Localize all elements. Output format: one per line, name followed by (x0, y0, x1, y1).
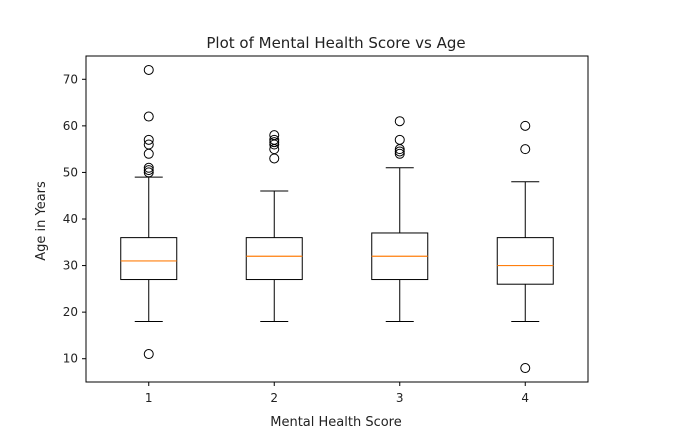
y-tick-label: 10 (63, 352, 78, 366)
outlier-point (394, 146, 405, 157)
iqr-box (245, 237, 303, 281)
outlier-point (143, 111, 154, 122)
plot-area: 10 20 30 40 50 60 70 1 2 3 4 (63, 55, 589, 405)
outlier-point (269, 130, 280, 141)
y-tick-label: 60 (63, 119, 78, 133)
iqr-box (120, 237, 178, 281)
y-tick-label: 50 (63, 165, 78, 179)
outlier-point (143, 139, 154, 150)
outlier-point (520, 120, 531, 131)
outlier-point (520, 144, 531, 155)
x-tick-label: 1 (145, 391, 153, 405)
y-tick-label: 40 (63, 212, 78, 226)
x-axis-label: Mental Health Score (270, 415, 402, 430)
outlier-point (269, 137, 280, 148)
plot-frame (85, 55, 589, 383)
iqr-box (496, 237, 554, 285)
chart-title: Plot of Mental Health Score vs Age (206, 34, 465, 52)
y-axis-label: Age in Years (34, 181, 49, 261)
y-tick-label: 70 (63, 72, 78, 86)
outlier-point (143, 165, 154, 176)
x-tick-label: 3 (396, 391, 404, 405)
outlier-point (520, 363, 531, 374)
outlier-point (143, 162, 154, 173)
outlier-point (143, 148, 154, 159)
outlier-point (394, 134, 405, 145)
outlier-point (269, 134, 280, 145)
x-tick-label: 2 (270, 391, 278, 405)
outlier-point (269, 153, 280, 164)
outlier-point (143, 64, 154, 75)
outlier-point (143, 349, 154, 360)
outlier-point (394, 116, 405, 127)
y-tick-label: 20 (63, 305, 78, 319)
outlier-point (143, 167, 154, 178)
outlier-point (143, 134, 154, 145)
x-tick-label: 4 (521, 391, 529, 405)
outlier-point (394, 148, 405, 159)
y-tick-label: 30 (63, 259, 78, 273)
